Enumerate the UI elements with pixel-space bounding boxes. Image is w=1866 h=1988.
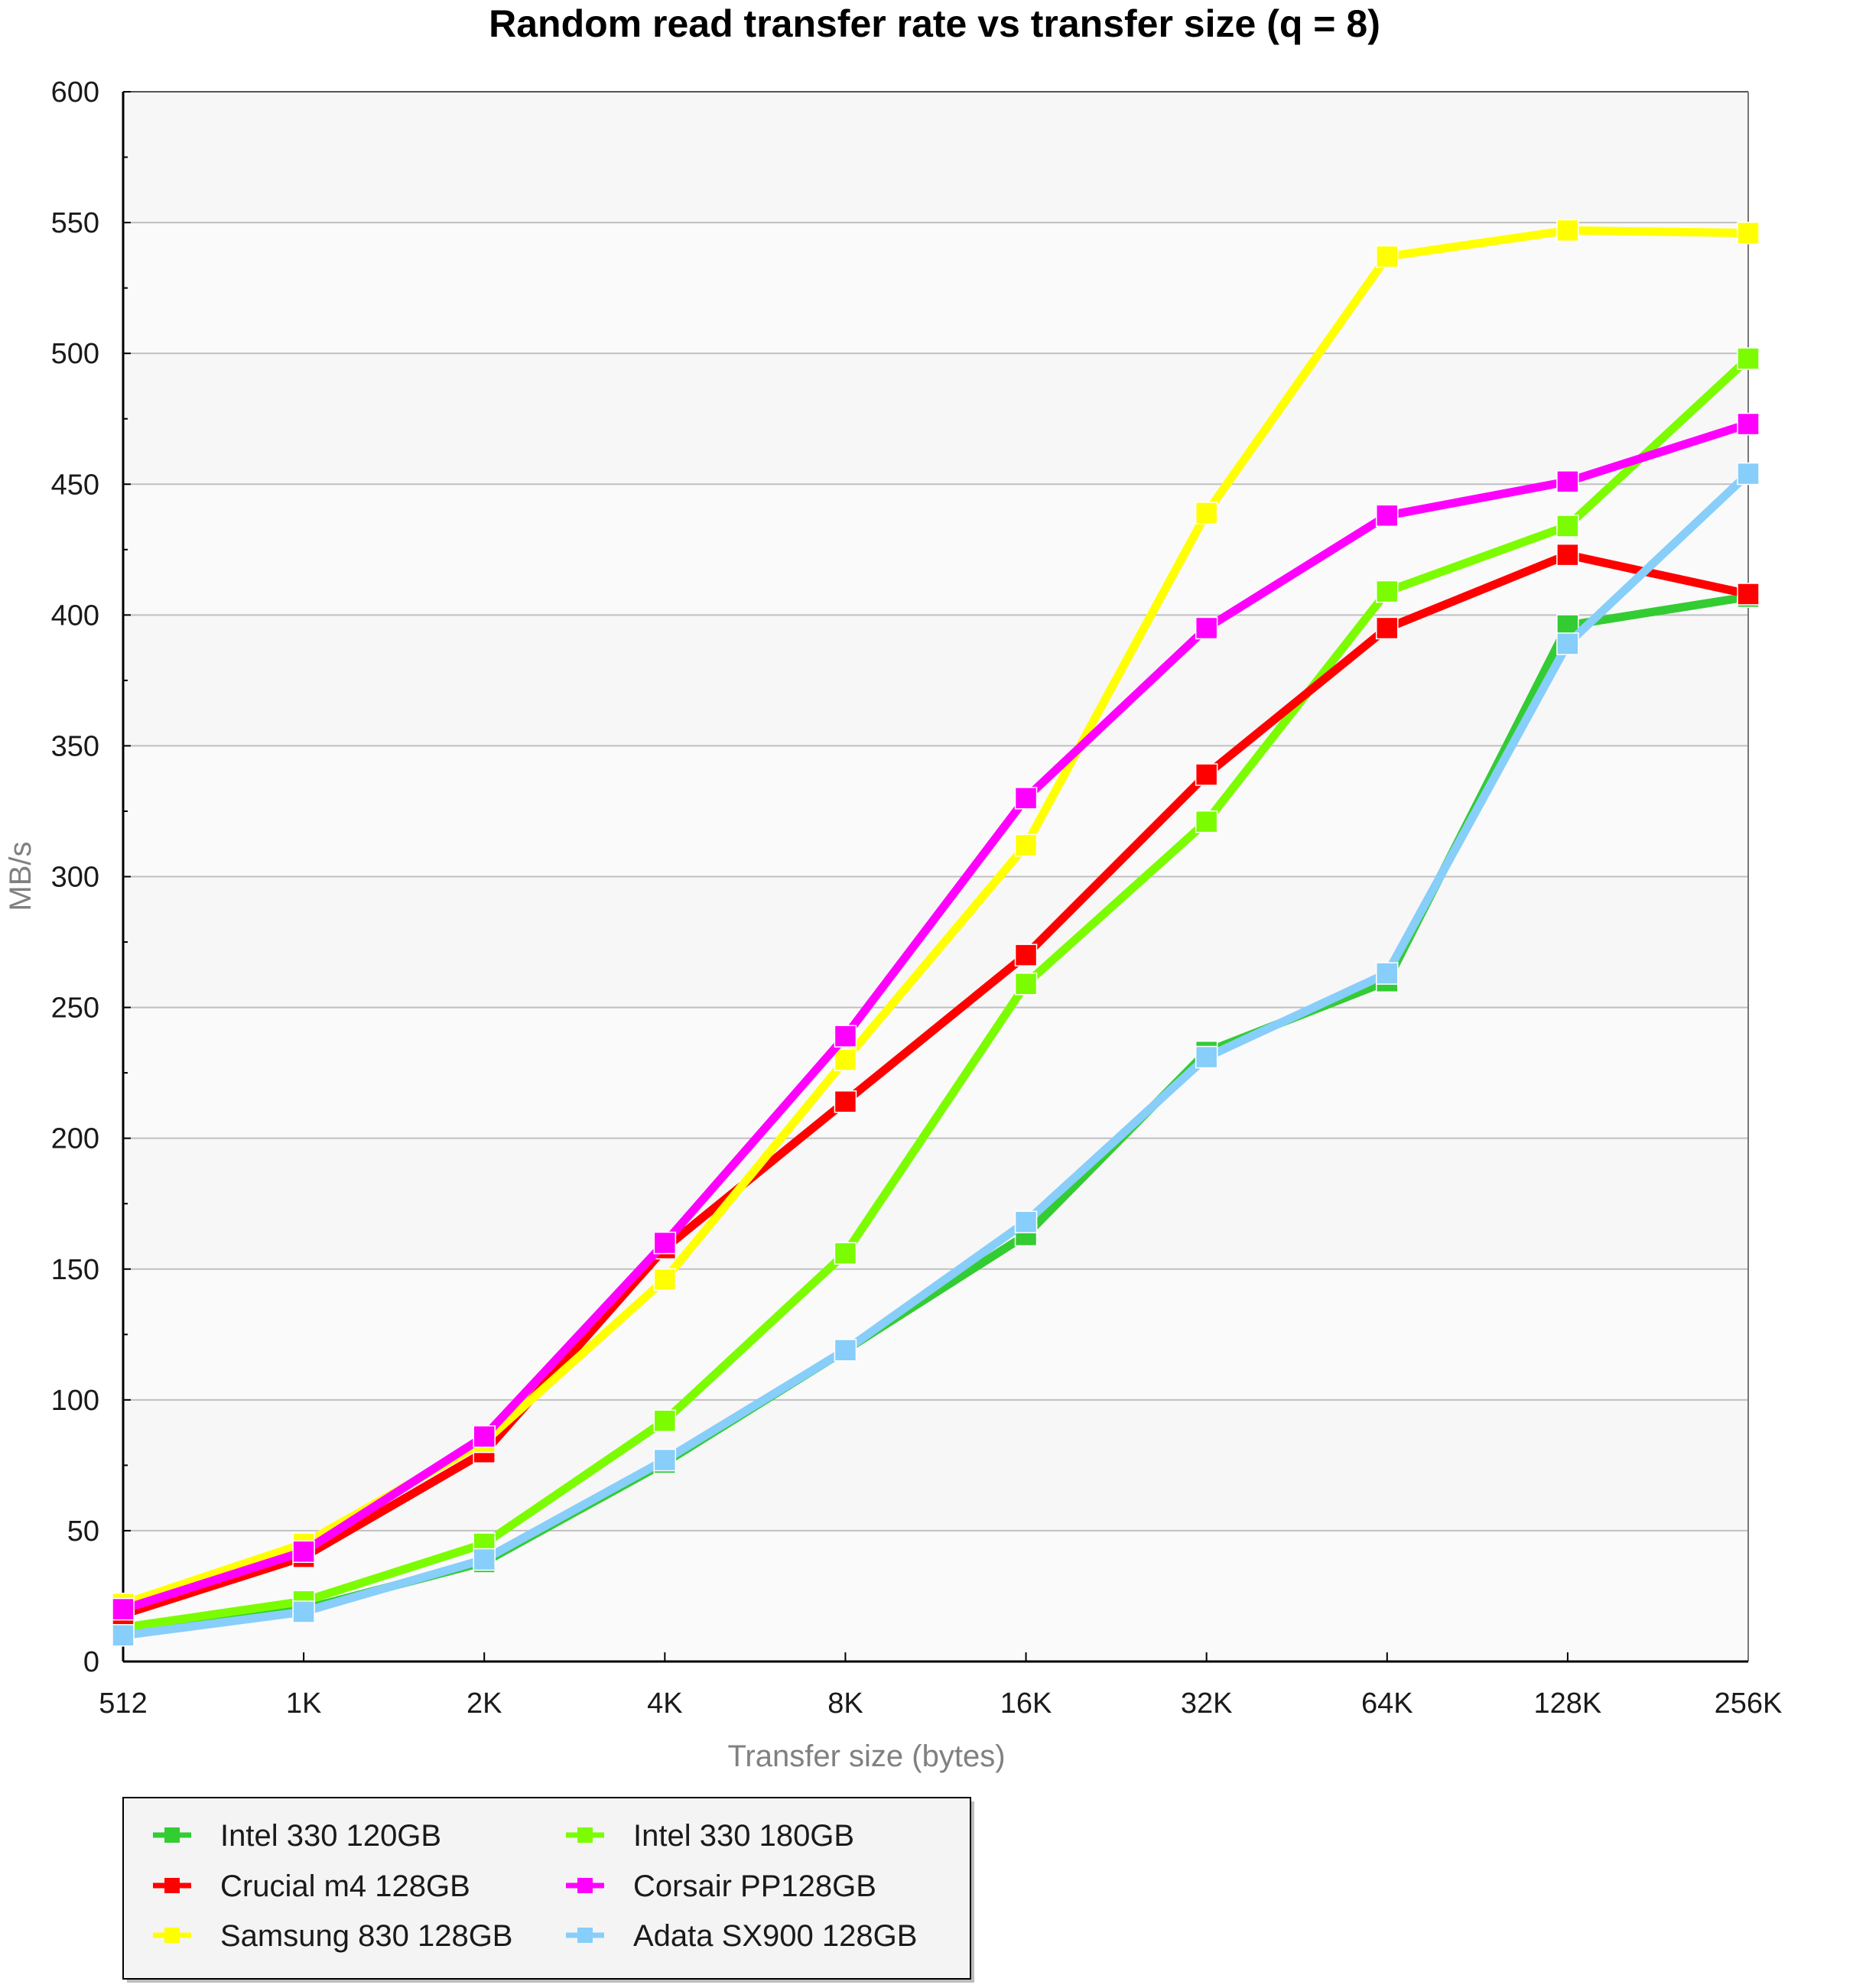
legend-swatch-marker <box>577 1928 593 1943</box>
data-point <box>292 1600 315 1623</box>
data-point <box>1014 833 1038 857</box>
legend-swatch-marker <box>577 1878 593 1893</box>
data-point <box>1014 1210 1038 1233</box>
data-point <box>1195 616 1218 640</box>
x-tick-label: 4K <box>647 1688 682 1720</box>
legend-swatch-marker <box>164 1827 180 1843</box>
x-tick-label: 8K <box>827 1688 863 1720</box>
data-point <box>834 1048 857 1071</box>
series-5 <box>112 462 1760 1647</box>
data-point <box>292 1540 315 1564</box>
data-point <box>1556 515 1579 538</box>
x-axis-label: Transfer size (bytes) <box>727 1740 1005 1773</box>
data-point <box>1737 462 1760 486</box>
x-tick-label: 128K <box>1534 1688 1602 1720</box>
data-point <box>653 1268 677 1291</box>
data-point <box>1376 245 1399 268</box>
data-point <box>834 1090 857 1113</box>
data-point <box>653 1409 677 1432</box>
data-point <box>1737 412 1760 436</box>
x-tick-label: 1K <box>286 1688 321 1720</box>
chart-title: Random read transfer rate vs transfer si… <box>489 2 1380 45</box>
data-point <box>1376 616 1399 640</box>
data-point <box>1376 504 1399 528</box>
legend-swatch-marker <box>164 1928 180 1943</box>
x-ticks: 512 1K 2K 4K 8K 16K 32K 64K 128K 256K <box>99 1652 1782 1720</box>
data-point <box>1737 222 1760 245</box>
data-point <box>1014 973 1038 996</box>
data-point <box>1737 583 1760 606</box>
data-point <box>834 1339 857 1362</box>
y-tick-label: 0 <box>83 1646 99 1678</box>
legend-item: Intel 330 120GB <box>153 1819 441 1853</box>
legend: Intel 330 120GB Crucial m4 128GB Samsung 8… <box>122 1797 974 1983</box>
data-point <box>1195 502 1218 525</box>
data-point <box>1737 347 1760 370</box>
data-point <box>1556 219 1579 242</box>
data-point <box>834 1242 857 1265</box>
legend-label: Crucial m4 128GB <box>220 1869 470 1903</box>
data-point <box>1195 810 1218 833</box>
legend-swatch-marker <box>164 1878 180 1893</box>
legend-label: Intel 330 120GB <box>220 1819 441 1853</box>
legend-item: Crucial m4 128GB <box>153 1869 470 1903</box>
legend-label: Corsair PP128GB <box>633 1869 876 1903</box>
data-point <box>1014 944 1038 966</box>
legend-label: Intel 330 180GB <box>633 1819 854 1853</box>
y-tick-label: 300 <box>51 862 99 894</box>
data-point <box>1556 543 1579 567</box>
data-point <box>653 1231 677 1255</box>
x-tick-label: 64K <box>1361 1688 1413 1720</box>
data-point <box>473 1548 496 1571</box>
y-tick-label: 450 <box>51 469 99 501</box>
y-tick-label: 500 <box>51 338 99 370</box>
data-point <box>1195 1045 1218 1069</box>
data-point <box>1556 632 1579 655</box>
data-point <box>1376 962 1399 985</box>
y-tick-label: 100 <box>51 1385 99 1417</box>
series-line <box>122 470 1751 1640</box>
x-tick-label: 32K <box>1181 1688 1233 1720</box>
y-tick-label: 150 <box>51 1254 99 1286</box>
data-point <box>1556 470 1579 493</box>
series-line <box>122 420 1750 1613</box>
data-point <box>1014 787 1038 810</box>
data-point <box>1376 580 1399 603</box>
y-tick-label: 600 <box>51 76 99 109</box>
y-axis-label: MB/s <box>4 841 37 911</box>
legend-label: Samsung 830 128GB <box>220 1919 512 1953</box>
legend-item: Corsair PP128GB <box>566 1869 876 1903</box>
legend-item: Intel 330 180GB <box>566 1819 854 1853</box>
legend-item: Adata SX900 128GB <box>566 1919 917 1953</box>
data-point <box>834 1025 857 1048</box>
x-tick-label: 16K <box>1000 1688 1052 1720</box>
series-line <box>122 355 1751 1632</box>
data-point <box>1195 763 1218 786</box>
series-4 <box>112 412 1760 1621</box>
series-group <box>112 219 1760 1647</box>
data-point <box>112 1624 135 1647</box>
y-tick-label: 350 <box>51 730 99 762</box>
series-line <box>122 550 1750 1619</box>
data-point <box>653 1448 677 1472</box>
data-point <box>473 1424 496 1448</box>
y-tick-label: 50 <box>67 1515 99 1548</box>
data-point <box>112 1597 135 1621</box>
legend-item: Samsung 830 128GB <box>153 1919 512 1953</box>
x-tick-label: 256K <box>1715 1688 1783 1720</box>
x-tick-label: 512 <box>99 1688 147 1720</box>
y-ticks: 0 50 100 150 200 250 300 350 400 450 500 550 600 <box>51 76 131 1678</box>
y-tick-label: 550 <box>51 207 99 239</box>
y-tick-label: 200 <box>51 1123 99 1155</box>
y-tick-label: 250 <box>51 992 99 1025</box>
x-tick-label: 2K <box>466 1688 502 1720</box>
legend-label: Adata SX900 128GB <box>633 1919 917 1953</box>
legend-swatch-marker <box>577 1827 593 1843</box>
y-tick-label: 400 <box>51 599 99 632</box>
legend-box <box>122 1797 971 1980</box>
grid-band <box>123 1530 1748 1662</box>
